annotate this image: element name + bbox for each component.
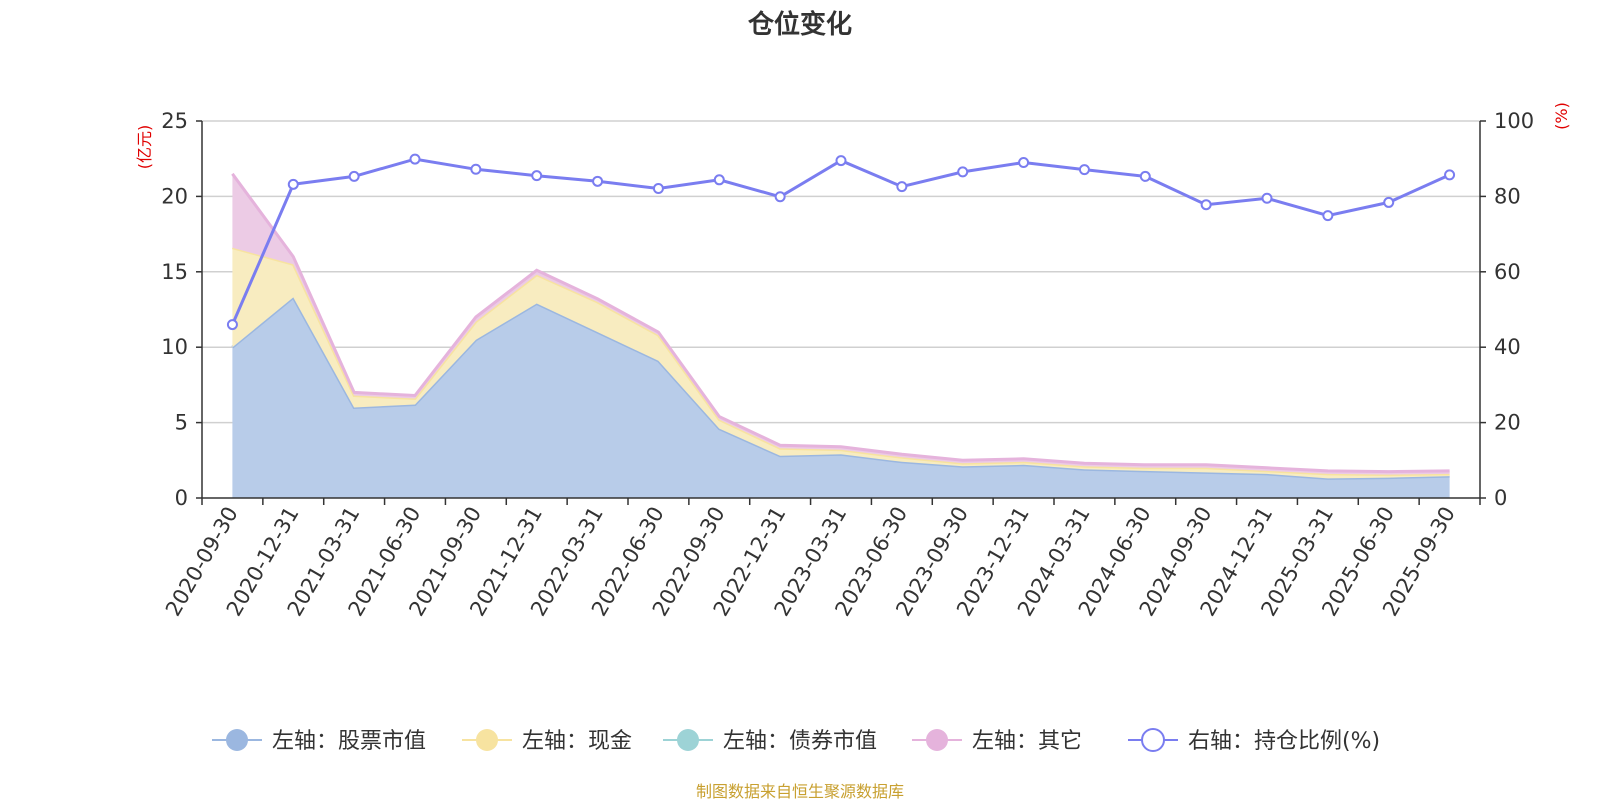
- left-axis-unit: (亿元): [135, 125, 154, 170]
- area-series: [231, 172, 1450, 498]
- left-tick-label: 0: [175, 486, 188, 510]
- ratio-point: [409, 153, 421, 165]
- right-tick-label: 40: [1494, 335, 1521, 359]
- left-tick-label: 25: [161, 109, 188, 133]
- ratio-point: [957, 166, 969, 178]
- right-tick-label: 80: [1494, 184, 1521, 208]
- ratio-point: [1261, 192, 1273, 204]
- left-tick-label: 15: [161, 260, 188, 284]
- legend-label-左轴：股票市值: 左轴：股票市值: [272, 729, 426, 754]
- left-tick-label: 5: [175, 411, 188, 435]
- ratio-point: [470, 163, 482, 175]
- ratio-point: [652, 182, 664, 194]
- ratio-point: [835, 155, 847, 167]
- area-edge-左轴：其它: [231, 172, 1450, 474]
- legend-marker-左轴：股票市值: [226, 729, 248, 751]
- chart-title: 仓位变化: [747, 10, 852, 40]
- left-tick-label: 10: [161, 335, 188, 359]
- ratio-point: [713, 174, 725, 186]
- ratio-point: [1200, 199, 1212, 211]
- ratio-point: [896, 181, 908, 193]
- right-tick-label: 60: [1494, 260, 1521, 284]
- ratio-point: [348, 170, 360, 182]
- legend-marker-左轴：债券市值: [677, 729, 699, 751]
- legend-label-右轴：持仓比例(%): 右轴：持仓比例(%): [1188, 729, 1380, 754]
- legend-label-左轴：其它: 左轴：其它: [972, 729, 1082, 754]
- chart-area: 0510152025020406080100(亿元)(%)2020-09-302…: [135, 102, 1571, 754]
- ratio-point: [1444, 169, 1456, 181]
- legend: 左轴：股票市值 左轴：现金 左轴：债券市值 左轴：其它 右轴：持仓比例(%): [212, 728, 1380, 754]
- ratio-point: [226, 319, 238, 331]
- ratio-point: [774, 191, 786, 203]
- right-tick-label: 20: [1494, 411, 1521, 435]
- right-tick-label: 0: [1494, 486, 1507, 510]
- left-tick-label: 20: [161, 184, 188, 208]
- ratio-point: [1078, 164, 1090, 176]
- ratio-point: [287, 178, 299, 190]
- legend-marker-左轴：其它: [926, 729, 948, 751]
- legend-marker-右轴：持仓比例(%): [1141, 728, 1165, 752]
- ratio-point: [1139, 170, 1151, 182]
- legend-label-左轴：现金: 左轴：现金: [522, 729, 632, 754]
- legend-label-左轴：债券市值: 左轴：债券市值: [723, 729, 877, 754]
- ratio-point: [531, 170, 543, 182]
- right-axis-unit: (%): [1552, 102, 1571, 130]
- legend-marker-左轴：现金: [476, 729, 498, 751]
- ratio-point: [1018, 156, 1030, 168]
- ratio-line: [231, 157, 1451, 326]
- ratio-line-series: [226, 153, 1456, 331]
- ratio-point: [592, 175, 604, 187]
- area-左轴：股票市值: [232, 297, 1450, 498]
- ratio-point: [1322, 210, 1334, 222]
- source-note: 制图数据来自恒生聚源数据库: [695, 782, 904, 801]
- ratio-point: [1383, 196, 1395, 208]
- right-tick-label: 100: [1494, 109, 1534, 133]
